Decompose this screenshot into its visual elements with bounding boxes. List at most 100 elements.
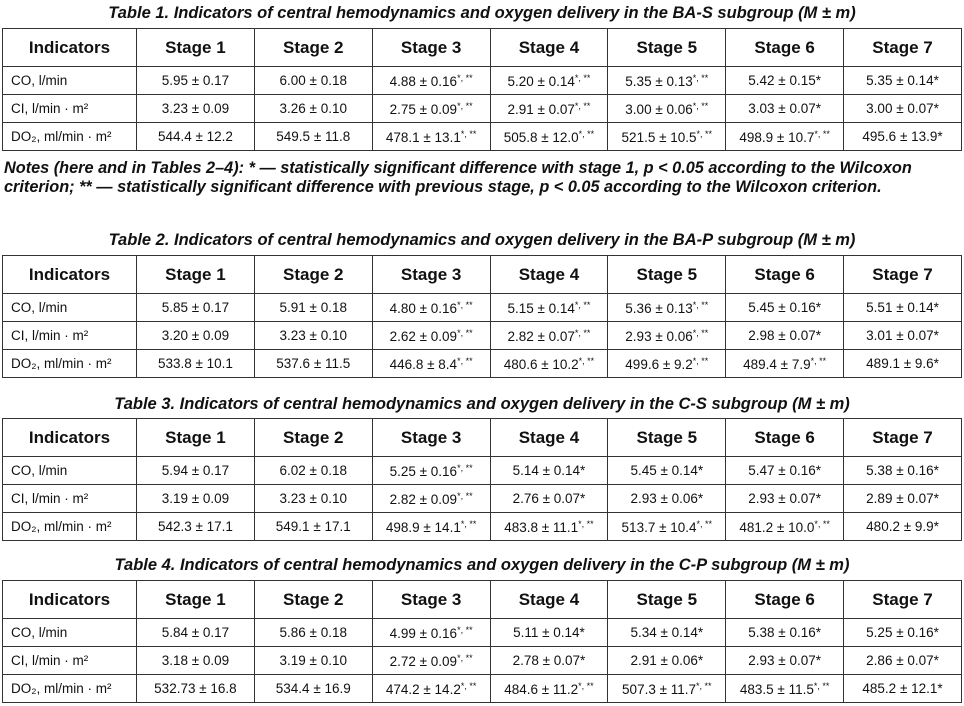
header-cell: Indicators [2, 255, 137, 294]
cell-value: 2.91 ± 0.07 [507, 101, 575, 117]
header-cell: Stage 3 [371, 255, 491, 294]
significance-mark: *, ** [692, 355, 709, 366]
row-label: CI, l/min · m² [2, 94, 137, 123]
cell: 3.00 ± 0.07* [843, 94, 962, 123]
cell-value: 2.82 ± 0.07 [507, 328, 575, 344]
cell: 2.82 ± 0.07*, ** [489, 321, 609, 350]
header-cell: Stage 6 [725, 255, 845, 294]
significance-mark: *, ** [574, 327, 591, 338]
significance-mark: *, ** [457, 490, 473, 501]
cell: 3.23 ± 0.09 [136, 94, 255, 123]
significance-mark: *, ** [692, 72, 709, 83]
significance-mark: *, ** [810, 355, 827, 366]
cell: 2.72 ± 0.09*, ** [371, 646, 491, 675]
significance-mark: *, ** [578, 680, 594, 691]
significance-mark: *, ** [814, 518, 830, 529]
cell-value: 483.5 ± 11.5 [739, 681, 814, 697]
data-table: Indicators Stage 1 Stage 2 Stage 3 Stage 4 St… [2, 28, 962, 151]
cell: 5.35 ± 0.14* [843, 66, 962, 95]
row-label: CO, l/min [2, 456, 137, 485]
significance-mark: *, ** [578, 355, 595, 366]
cell: 498.9 ± 10.7*, ** [725, 122, 845, 151]
row-label: DO₂, ml/min · m² [2, 512, 137, 541]
header-cell: Stage 2 [253, 28, 373, 67]
header-cell: Stage 3 [371, 580, 491, 619]
header-cell: Stage 7 [843, 418, 962, 457]
row-label: DO₂, ml/min · m² [2, 674, 137, 703]
cell: 549.1 ± 17.1 [253, 512, 373, 541]
cell-value: 2.72 ± 0.09 [389, 653, 458, 669]
cell: 2.93 ± 0.07* [725, 484, 845, 513]
cell: 2.76 ± 0.07* [489, 484, 609, 513]
cell-value: 499.6 ± 9.2 [625, 356, 693, 372]
cell: 2.98 ± 0.07* [725, 321, 845, 350]
cell: 549.5 ± 11.8 [253, 122, 373, 151]
significance-mark: *, ** [457, 652, 473, 663]
significance-mark: *, ** [457, 72, 473, 83]
cell-value: 2.62 ± 0.09 [389, 328, 458, 344]
header-cell: Stage 3 [371, 418, 491, 457]
header-cell: Indicators [2, 580, 137, 619]
significance-mark: *, ** [692, 299, 709, 310]
cell: 3.18 ± 0.09 [136, 646, 255, 675]
header-row: Indicators Stage 1 Stage 2 Stage 3 Stage 4 St… [2, 418, 962, 457]
significance-mark: *, ** [692, 100, 709, 111]
significance-mark: *, ** [692, 327, 709, 338]
row-label: DO₂, ml/min · m² [2, 349, 137, 378]
header-cell: Stage 1 [136, 255, 255, 294]
cell: 505.8 ± 12.0*, ** [489, 122, 609, 151]
cell: 6.00 ± 0.18 [253, 66, 373, 95]
data-row: CI, l/min · m² 3.19 ± 0.09 3.23 ± 0.10 2.82… [2, 484, 962, 513]
table: Indicators Stage 1 Stage 2 Stage 3 Stage 4 St… [2, 418, 962, 541]
cell: 2.82 ± 0.09*, ** [371, 484, 491, 513]
significance-mark: *, ** [696, 680, 712, 691]
header-cell: Stage 2 [253, 418, 373, 457]
cell-value: 489.4 ± 7.9 [743, 356, 811, 372]
cell: 2.93 ± 0.06* [607, 484, 727, 513]
cell: 474.2 ± 14.2*, ** [371, 674, 491, 703]
header-cell: Stage 1 [136, 28, 255, 67]
cell-value: 513.7 ± 10.4 [621, 519, 697, 535]
header-cell: Stage 7 [843, 255, 962, 294]
cell: 495.6 ± 13.9* [843, 122, 962, 151]
cell-value: 446.8 ± 8.4 [389, 356, 458, 372]
significance-mark: *, ** [460, 680, 477, 691]
cell: 3.23 ± 0.10 [253, 321, 373, 350]
cell-value: 2.82 ± 0.09 [389, 491, 458, 507]
header-cell: Stage 5 [607, 255, 727, 294]
cell: 5.45 ± 0.14* [607, 456, 727, 485]
cell: 498.9 ± 14.1*, ** [371, 512, 491, 541]
cell-value: 5.15 ± 0.14 [507, 300, 575, 316]
cell: 481.2 ± 10.0*, ** [725, 512, 845, 541]
cell-value: 507.3 ± 11.7 [622, 681, 697, 697]
cell-value: 521.5 ± 10.5 [621, 129, 697, 145]
data-table: Indicators Stage 1 Stage 2 Stage 3 Stage 4 St… [2, 580, 962, 703]
cell-value: 474.2 ± 14.2 [385, 681, 461, 697]
cell: 2.62 ± 0.09*, ** [371, 321, 491, 350]
cell: 532.73 ± 16.8 [136, 674, 255, 703]
cell: 3.01 ± 0.07* [843, 321, 962, 350]
cell: 499.6 ± 9.2*, ** [607, 349, 727, 378]
data-row: CI, l/min · m² 3.18 ± 0.09 3.19 ± 0.10 2.72… [2, 646, 962, 675]
data-row: CO, l/min 5.95 ± 0.17 6.00 ± 0.18 4.88 ± 0.… [2, 66, 962, 95]
data-row: CI, l/min · m² 3.20 ± 0.09 3.23 ± 0.10 2.62… [2, 321, 962, 350]
cell: 542.3 ± 17.1 [136, 512, 255, 541]
significance-mark: *, ** [460, 128, 477, 139]
data-row: CO, l/min 5.85 ± 0.17 5.91 ± 0.18 4.80 ± 0.… [2, 293, 962, 322]
cell: 5.51 ± 0.14* [843, 293, 962, 322]
cell: 3.26 ± 0.10 [253, 94, 373, 123]
significance-mark: *, ** [578, 518, 594, 529]
cell: 446.8 ± 8.4*, ** [371, 349, 491, 378]
row-label: CO, l/min [2, 293, 137, 322]
header-cell: Stage 4 [489, 255, 609, 294]
significance-mark: *, ** [814, 128, 830, 139]
cell: 489.4 ± 7.9*, ** [725, 349, 845, 378]
significance-mark: *, ** [574, 299, 591, 310]
significance-mark: *, ** [578, 128, 595, 139]
cell: 5.95 ± 0.17 [136, 66, 255, 95]
cell: 507.3 ± 11.7*, ** [607, 674, 727, 703]
table: Indicators Stage 1 Stage 2 Stage 3 Stage 4 St… [2, 255, 962, 378]
cell: 513.7 ± 10.4*, ** [607, 512, 727, 541]
cell-value: 4.88 ± 0.16 [389, 73, 458, 89]
table-title: Table 1. Indicators of central hemodynam… [108, 4, 856, 22]
